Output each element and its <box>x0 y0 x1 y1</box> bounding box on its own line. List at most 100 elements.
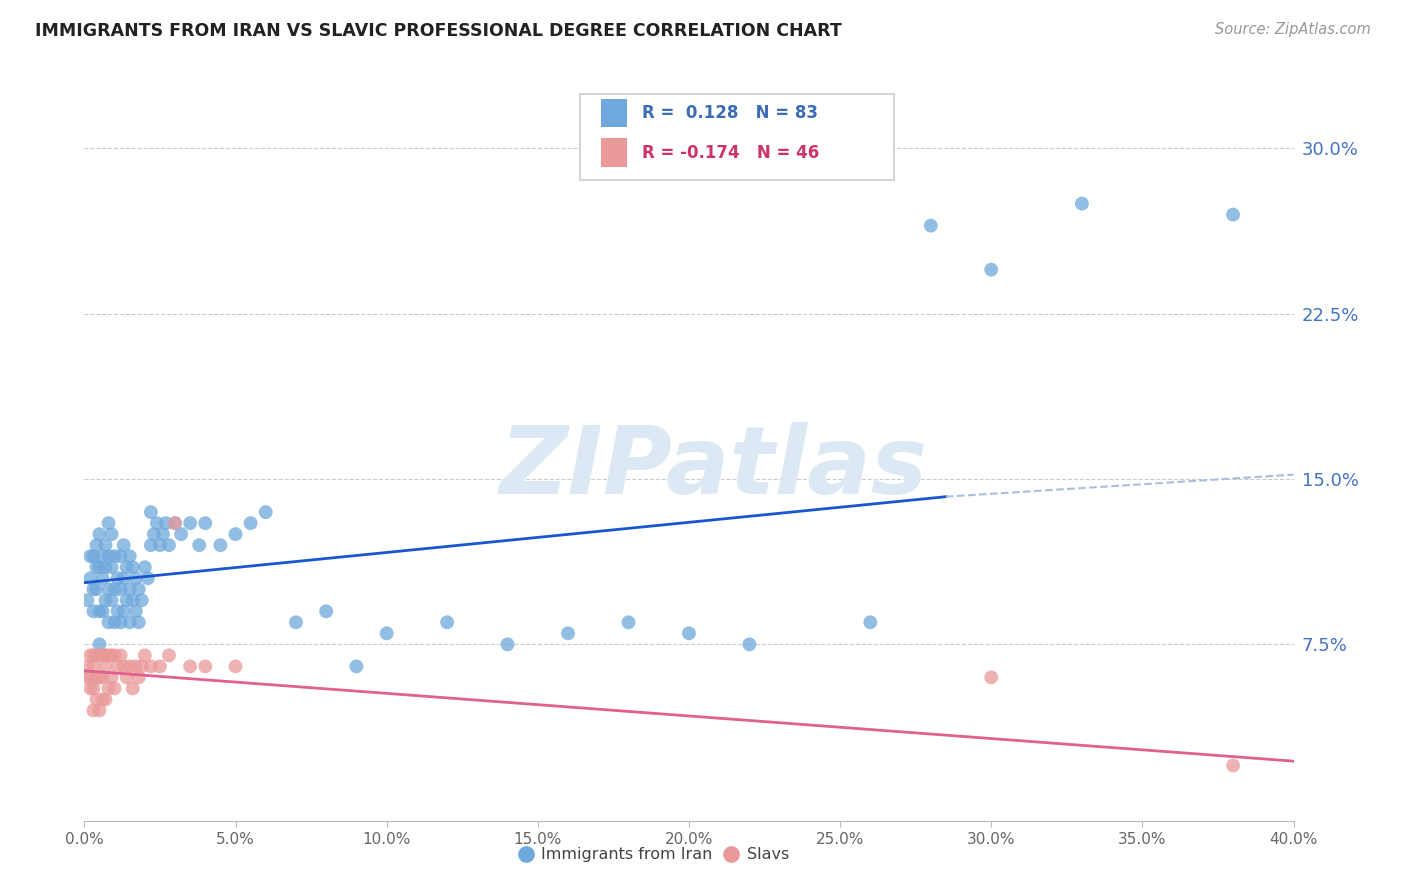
Point <box>82 703 104 717</box>
Point <box>79 648 101 663</box>
Point <box>131 659 153 673</box>
Point <box>100 527 122 541</box>
Point <box>115 560 138 574</box>
Point <box>125 659 148 673</box>
Point <box>107 659 129 673</box>
Point <box>110 549 132 564</box>
Point <box>104 648 127 663</box>
Point <box>89 637 111 651</box>
Point <box>91 670 114 684</box>
Point <box>118 659 141 673</box>
Point <box>97 615 120 630</box>
Point <box>100 560 122 574</box>
Point <box>194 659 217 673</box>
Point <box>97 549 120 564</box>
Point <box>104 615 127 630</box>
Point <box>79 571 101 585</box>
Point <box>118 549 141 564</box>
Point <box>131 593 153 607</box>
Point <box>155 516 177 530</box>
Point <box>225 527 247 541</box>
Point <box>94 560 117 574</box>
Point <box>94 648 117 663</box>
Point <box>1222 758 1244 772</box>
Point <box>121 593 143 607</box>
Point <box>86 670 108 684</box>
Point <box>315 604 337 618</box>
Point <box>128 615 150 630</box>
Point <box>496 637 519 651</box>
Point <box>82 582 104 597</box>
Point <box>89 560 111 574</box>
Point <box>89 527 111 541</box>
Point <box>89 703 111 717</box>
Point <box>112 538 135 552</box>
Point <box>82 648 104 663</box>
Point <box>980 670 1002 684</box>
Point <box>76 670 98 684</box>
Text: Immigrants from Iran: Immigrants from Iran <box>541 847 713 862</box>
Point <box>94 692 117 706</box>
Point <box>980 262 1002 277</box>
Point <box>82 549 104 564</box>
Point <box>121 560 143 574</box>
Point <box>149 538 172 552</box>
Point <box>115 670 138 684</box>
Point <box>136 571 159 585</box>
Point <box>188 538 211 552</box>
Point <box>91 571 114 585</box>
Point <box>104 582 127 597</box>
Point <box>82 659 104 673</box>
Point <box>86 582 108 597</box>
Point <box>920 219 942 233</box>
Point <box>91 648 114 663</box>
Point <box>97 681 120 696</box>
Point <box>128 582 150 597</box>
Point <box>346 659 368 673</box>
Point <box>134 648 156 663</box>
Point <box>79 549 101 564</box>
Point <box>738 637 761 651</box>
Point <box>110 615 132 630</box>
Point <box>254 505 277 519</box>
Point <box>110 648 132 663</box>
Text: R = -0.174   N = 46: R = -0.174 N = 46 <box>641 144 820 161</box>
Point <box>139 505 162 519</box>
Point <box>146 516 169 530</box>
Point <box>110 582 132 597</box>
Point <box>149 659 172 673</box>
Point <box>125 571 148 585</box>
Point <box>179 516 201 530</box>
FancyBboxPatch shape <box>600 138 627 167</box>
Point <box>115 593 138 607</box>
Point <box>91 549 114 564</box>
Point <box>139 659 162 673</box>
Point <box>94 659 117 673</box>
Point <box>86 648 108 663</box>
Point <box>100 670 122 684</box>
Point <box>170 527 193 541</box>
Text: IMMIGRANTS FROM IRAN VS SLAVIC PROFESSIONAL DEGREE CORRELATION CHART: IMMIGRANTS FROM IRAN VS SLAVIC PROFESSIO… <box>35 22 842 40</box>
Point <box>100 593 122 607</box>
Point <box>165 516 187 530</box>
FancyBboxPatch shape <box>581 94 894 180</box>
Point <box>375 626 398 640</box>
Point <box>225 659 247 673</box>
Point <box>157 648 180 663</box>
Point <box>157 538 180 552</box>
Point <box>94 593 117 607</box>
Point <box>165 516 187 530</box>
Point <box>89 670 111 684</box>
Point <box>134 560 156 574</box>
Point <box>107 571 129 585</box>
Point <box>112 571 135 585</box>
Text: R =  0.128   N = 83: R = 0.128 N = 83 <box>641 104 818 122</box>
Point <box>94 538 117 552</box>
Point <box>97 648 120 663</box>
Point <box>128 670 150 684</box>
Point <box>112 604 135 618</box>
Text: Source: ZipAtlas.com: Source: ZipAtlas.com <box>1215 22 1371 37</box>
Point <box>86 560 108 574</box>
Point <box>82 604 104 618</box>
Point <box>118 615 141 630</box>
